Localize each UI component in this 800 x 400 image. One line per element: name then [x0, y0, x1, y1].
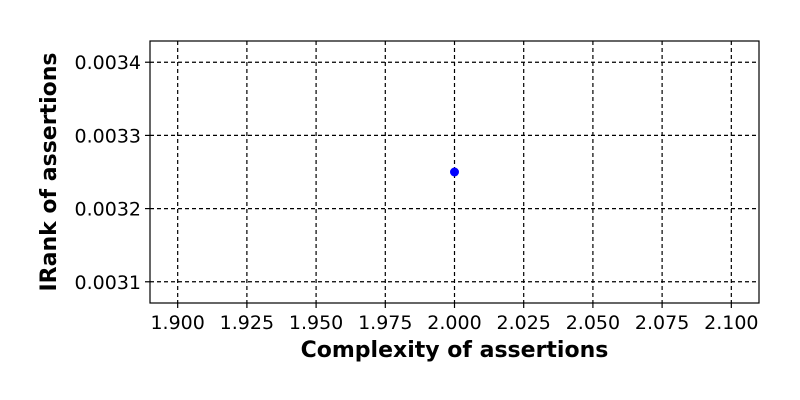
x-tick-label: 1.900: [150, 312, 204, 334]
data-points: [450, 167, 459, 177]
x-tick-label: 2.000: [427, 312, 481, 334]
x-tick-label: 2.025: [497, 312, 551, 334]
y-tick-label: 0.0033: [75, 125, 141, 147]
x-axis-label: Complexity of assertions: [301, 338, 609, 363]
data-point: [450, 167, 459, 177]
x-tick-label: 2.050: [566, 312, 620, 334]
x-tick-label: 1.975: [358, 312, 412, 334]
grid: [150, 41, 759, 303]
plot-frame: [149, 40, 760, 304]
x-tick-label: 2.100: [704, 312, 758, 334]
x-tick-label: 2.075: [635, 312, 689, 334]
x-tick-label: 1.950: [289, 312, 343, 334]
y-tick-label: 0.0032: [75, 199, 141, 221]
y-axis-label: IRank of assertions: [37, 52, 62, 291]
x-tick-label: 1.925: [220, 312, 274, 334]
y-tick-label: 0.0031: [75, 272, 141, 294]
ticks: 1.900 1.925 1.950 1.975 2.000 2.025 2.050 2.075…: [75, 52, 759, 334]
y-tick-label: 0.0034: [75, 52, 141, 74]
